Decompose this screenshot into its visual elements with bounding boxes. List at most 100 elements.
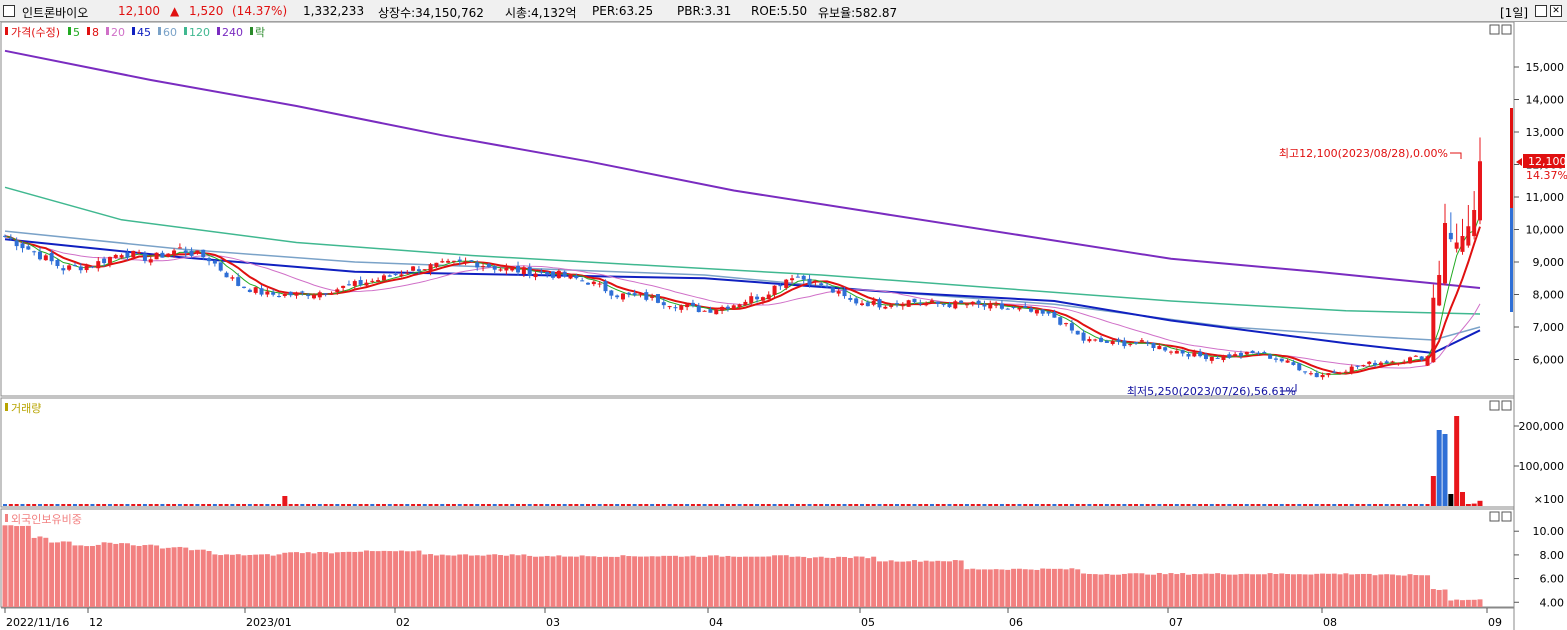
- volume-bar-base: [1174, 504, 1179, 506]
- candle-body: [148, 259, 153, 263]
- foreign-legend-label: 외국인보유비중: [11, 513, 82, 526]
- date-tick-label: 04: [709, 616, 723, 629]
- volume-pane-minimize-button[interactable]: [1489, 400, 1500, 411]
- foreign-bar: [8, 525, 14, 607]
- candle-body: [72, 265, 77, 267]
- foreign-bar: [276, 554, 282, 607]
- price-change-pct: (14.37%): [232, 4, 288, 18]
- candle-body: [55, 259, 60, 267]
- foreign-bar: [958, 560, 964, 607]
- foreign-bar: [550, 556, 556, 607]
- candle-body: [137, 251, 142, 253]
- volume-bar-base: [96, 504, 101, 506]
- volume-bar-base: [795, 504, 800, 506]
- foreign-bar: [1384, 574, 1390, 607]
- foreign-bar: [241, 555, 247, 607]
- candle-body: [720, 306, 725, 311]
- stock-chart[interactable]: 가격(수정) 5 8 20 45 60 120 240 락 거래량 외국인보유비중 6,000…: [0, 22, 1567, 630]
- candle-body: [49, 252, 54, 262]
- volume-pane-close-button[interactable]: [1501, 400, 1512, 411]
- volume-bar-base: [1198, 504, 1203, 506]
- foreign-bar: [713, 555, 719, 607]
- candlesticks: [3, 137, 1482, 380]
- foreign-bar: [1075, 569, 1081, 607]
- volume-bar-base: [912, 504, 917, 506]
- foreign-bar: [842, 556, 848, 607]
- candle-body: [562, 271, 567, 277]
- candle-body: [527, 266, 532, 276]
- foreign-pane-close-button[interactable]: [1501, 511, 1512, 522]
- volume-bar-base: [1273, 504, 1278, 506]
- volume-bar-base: [1075, 504, 1080, 506]
- candle-body: [113, 254, 118, 258]
- volume-bar-base: [533, 504, 538, 506]
- foreign-bar: [1360, 573, 1366, 607]
- candle-body: [650, 296, 655, 298]
- volume-bar-base: [346, 504, 351, 506]
- volume-bar-base: [271, 504, 276, 506]
- foreign-pane-minimize-button[interactable]: [1489, 511, 1500, 522]
- volume-bar-base: [131, 504, 136, 506]
- foreign-bar: [1086, 573, 1092, 607]
- candle-body: [67, 265, 72, 270]
- foreign-bar: [748, 556, 754, 607]
- foreign-bar: [375, 551, 381, 607]
- foreign-bar: [847, 557, 853, 607]
- axis-scroll-indicator[interactable]: [1510, 108, 1513, 312]
- volume-bar-base: [434, 504, 439, 506]
- volume-bar-base: [119, 504, 124, 506]
- foreign-bar: [993, 569, 999, 607]
- candle-body: [1355, 365, 1360, 367]
- candle-body: [259, 288, 264, 295]
- foreign-bar: [783, 555, 789, 607]
- volume-bar-base: [1116, 504, 1121, 506]
- high-annotation: 최고12,100(2023/08/28),0.00%: [1279, 147, 1462, 160]
- volume-bar-base: [311, 504, 316, 506]
- ma-20-line: [4, 235, 1481, 369]
- foreign-bar: [1314, 573, 1320, 607]
- volume-bar-base: [411, 504, 416, 506]
- volume-bar-base: [166, 504, 171, 506]
- pane-buttons[interactable]: [1489, 24, 1512, 522]
- candle-body: [714, 309, 719, 315]
- candle-body: [696, 305, 701, 313]
- volume-bar-base: [970, 504, 975, 506]
- volume-bar-base: [1099, 504, 1104, 506]
- foreign-ownership-bars: [2, 525, 1483, 607]
- volume-bar-base: [620, 504, 625, 506]
- foreign-bar: [597, 556, 603, 607]
- candle-body: [1023, 305, 1028, 308]
- foreign-bar: [363, 550, 369, 607]
- candle-body: [766, 294, 771, 300]
- foreign-bar: [1022, 569, 1028, 607]
- foreign-bar: [923, 560, 929, 607]
- foreign-bar: [1034, 569, 1040, 607]
- last-price-box: [1523, 154, 1565, 168]
- volume-bar-base: [1262, 504, 1267, 506]
- candle-body: [329, 293, 334, 295]
- foreign-bar: [929, 561, 935, 607]
- candle-body: [679, 305, 684, 310]
- current-price: 12,100: [118, 4, 160, 18]
- candle-body: [1163, 347, 1168, 351]
- candle-body: [172, 250, 177, 255]
- select-checkbox[interactable]: [3, 5, 15, 17]
- candle-body: [807, 278, 812, 285]
- price-pane-minimize-button[interactable]: [1489, 24, 1500, 35]
- foreign-bar: [154, 545, 160, 607]
- volume-bar-base: [929, 504, 934, 506]
- price-pane: [0, 22, 1515, 397]
- maximize-icon[interactable]: [1535, 5, 1547, 17]
- foreign-bar: [702, 556, 708, 607]
- high-annotation-text: 최고12,100(2023/08/28),0.00%: [1279, 147, 1448, 160]
- close-icon[interactable]: ✕: [1550, 5, 1562, 17]
- period-selector[interactable]: [1일]: [1500, 6, 1529, 20]
- candle-body: [521, 267, 526, 275]
- volume-bar-base: [743, 504, 748, 506]
- foreign-bar: [818, 556, 824, 607]
- candle-body: [1122, 340, 1127, 347]
- foreign-bar: [719, 556, 725, 607]
- price-pane-close-button[interactable]: [1501, 24, 1512, 35]
- foreign-bar: [1460, 600, 1465, 607]
- legend-marker-20: [106, 27, 109, 35]
